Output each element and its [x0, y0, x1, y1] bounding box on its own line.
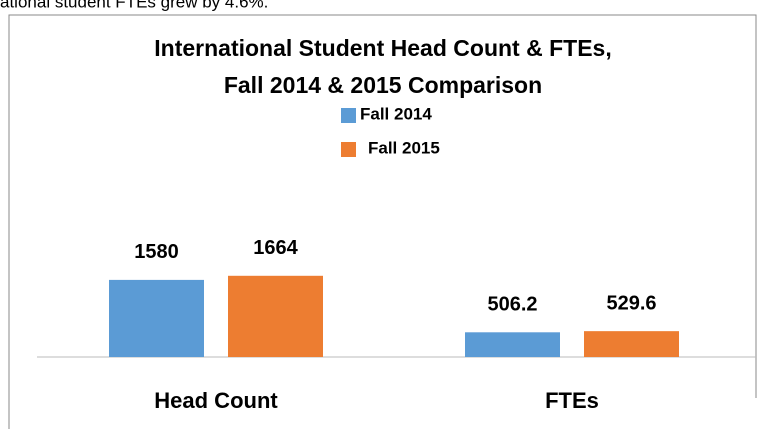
x-tick-label: Head Count — [154, 388, 278, 413]
data-label: 1664 — [253, 237, 298, 259]
bar — [228, 275, 323, 357]
x-tick-label: FTEs — [545, 388, 599, 413]
legend-swatch — [341, 108, 356, 123]
chart-frame — [8, 14, 757, 429]
legend-swatch — [341, 142, 356, 157]
bar — [584, 331, 679, 357]
bar — [109, 279, 204, 357]
data-label: 529.6 — [606, 292, 656, 314]
data-label: 506.2 — [487, 294, 537, 316]
chart-title: International Student Head Count & FTEs, — [154, 35, 611, 61]
legend-label: Fall 2015 — [368, 138, 440, 157]
legend-label: Fall 2014 — [360, 104, 432, 123]
chart-title: Fall 2014 & 2015 Comparison — [224, 72, 542, 98]
caption: ational student FTEs grew by 4.6%. — [0, 0, 268, 11]
bar — [465, 332, 560, 357]
data-label: 1580 — [134, 241, 179, 263]
